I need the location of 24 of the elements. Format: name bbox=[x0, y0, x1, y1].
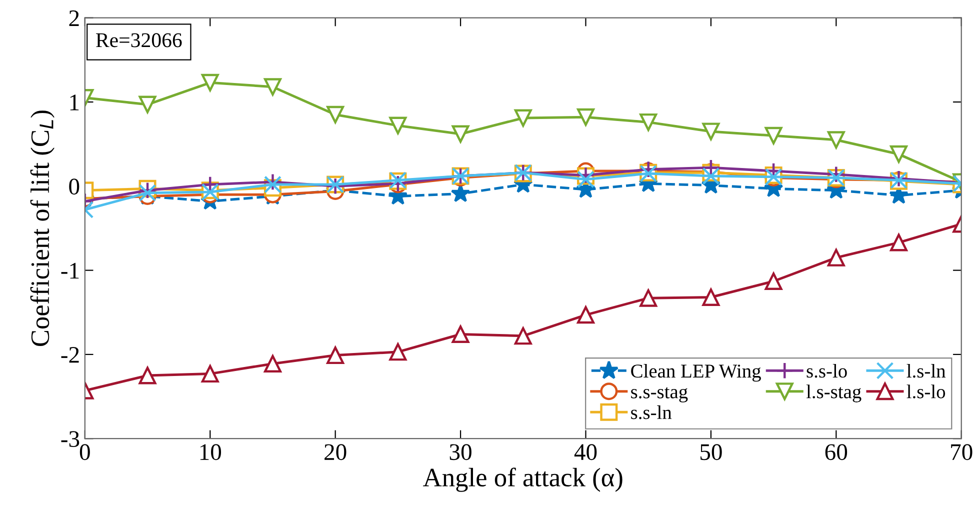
y-tick-label: -1 bbox=[61, 262, 79, 278]
x-tick-label: 10 bbox=[200, 444, 222, 460]
x-tick-label: 70 bbox=[951, 444, 972, 460]
legend-label: Clean LEP Wing bbox=[631, 364, 761, 382]
legend-label: l.s-ln bbox=[906, 364, 946, 378]
legend-label: l.s-stag bbox=[806, 384, 862, 402]
legend-label: l.s-lo bbox=[906, 384, 946, 398]
x-tick-label: 40 bbox=[574, 444, 597, 460]
legend-label: s.s-lo bbox=[806, 364, 847, 378]
x-tick-label: 0 bbox=[80, 444, 90, 460]
y-tick-label: 0 bbox=[69, 178, 80, 195]
legend-label: s.s-ln bbox=[631, 405, 672, 420]
y-axis-title: Coefficient of lift (C$_{L}$) bbox=[30, 110, 54, 346]
x-tick-label: 60 bbox=[825, 444, 848, 460]
y-tick-label: -3 bbox=[61, 431, 80, 448]
y-tick-label: -2 bbox=[61, 347, 79, 363]
annotation: Re=32066 bbox=[96, 33, 182, 48]
x-axis-title: Angle of attack (α) bbox=[423, 468, 622, 492]
legend-label: s.s-stag bbox=[631, 387, 688, 402]
x-tick-label: 50 bbox=[700, 444, 722, 460]
y-tick-label: 2 bbox=[69, 10, 79, 26]
y-tick-label: 1 bbox=[70, 94, 79, 110]
x-tick-label: 20 bbox=[324, 444, 346, 460]
x-tick-label: 30 bbox=[450, 444, 472, 460]
